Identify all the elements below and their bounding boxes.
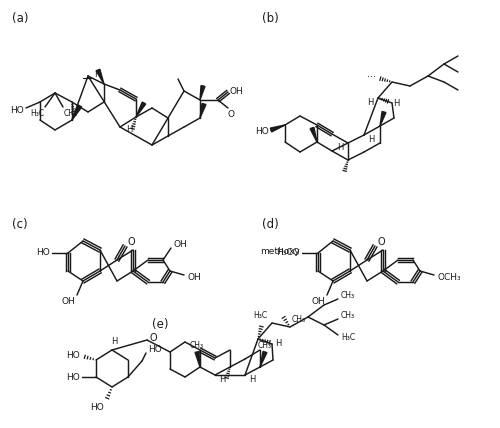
Text: O: O [228, 110, 235, 119]
Text: H: H [126, 125, 132, 134]
Text: H: H [393, 98, 400, 107]
Polygon shape [200, 86, 205, 100]
Text: HO: HO [10, 105, 24, 115]
Text: ···: ··· [367, 72, 376, 82]
Text: H: H [337, 143, 344, 152]
Text: (e): (e) [152, 318, 168, 331]
Text: H: H [111, 338, 117, 347]
Text: H₃C: H₃C [30, 109, 44, 118]
Text: OH: OH [230, 86, 244, 95]
Polygon shape [136, 102, 145, 117]
Polygon shape [96, 69, 104, 84]
Polygon shape [200, 104, 206, 118]
Text: (b): (b) [262, 12, 279, 25]
Text: H: H [249, 374, 256, 383]
Text: CH₃: CH₃ [341, 312, 355, 321]
Text: OH: OH [311, 297, 325, 306]
Text: HO: HO [256, 128, 269, 137]
Text: HO: HO [66, 372, 80, 381]
Polygon shape [310, 127, 317, 142]
Polygon shape [195, 352, 200, 367]
Text: H: H [368, 134, 374, 143]
Text: H: H [366, 98, 373, 107]
Polygon shape [260, 351, 267, 367]
Text: HO: HO [36, 247, 50, 256]
Polygon shape [380, 111, 386, 126]
Text: (d): (d) [262, 218, 279, 231]
Text: O: O [128, 237, 136, 247]
Text: HO: HO [66, 351, 80, 360]
Text: methoxy: methoxy [260, 247, 300, 256]
Text: OCH₃: OCH₃ [438, 273, 462, 282]
Text: HO: HO [90, 402, 104, 411]
Polygon shape [270, 125, 285, 132]
Text: H₃CO: H₃CO [276, 247, 300, 256]
Text: H: H [219, 374, 226, 383]
Text: (a): (a) [12, 12, 28, 25]
Text: H: H [94, 69, 100, 78]
Text: H₃C: H₃C [341, 333, 355, 342]
Text: CH₃: CH₃ [258, 342, 272, 351]
Text: CH₃: CH₃ [341, 291, 355, 300]
Text: CH₃: CH₃ [190, 342, 204, 351]
Text: CH₃: CH₃ [292, 315, 306, 324]
Text: OH: OH [61, 297, 75, 306]
Text: CH₃: CH₃ [64, 109, 78, 118]
Polygon shape [72, 105, 82, 120]
Text: O: O [149, 333, 156, 343]
Text: O: O [378, 237, 386, 247]
Text: HO: HO [148, 345, 162, 354]
Text: OH: OH [188, 273, 202, 282]
Text: H₃C: H₃C [253, 312, 267, 321]
Text: OH: OH [173, 240, 187, 249]
Text: H: H [275, 339, 281, 348]
Text: (c): (c) [12, 218, 28, 231]
